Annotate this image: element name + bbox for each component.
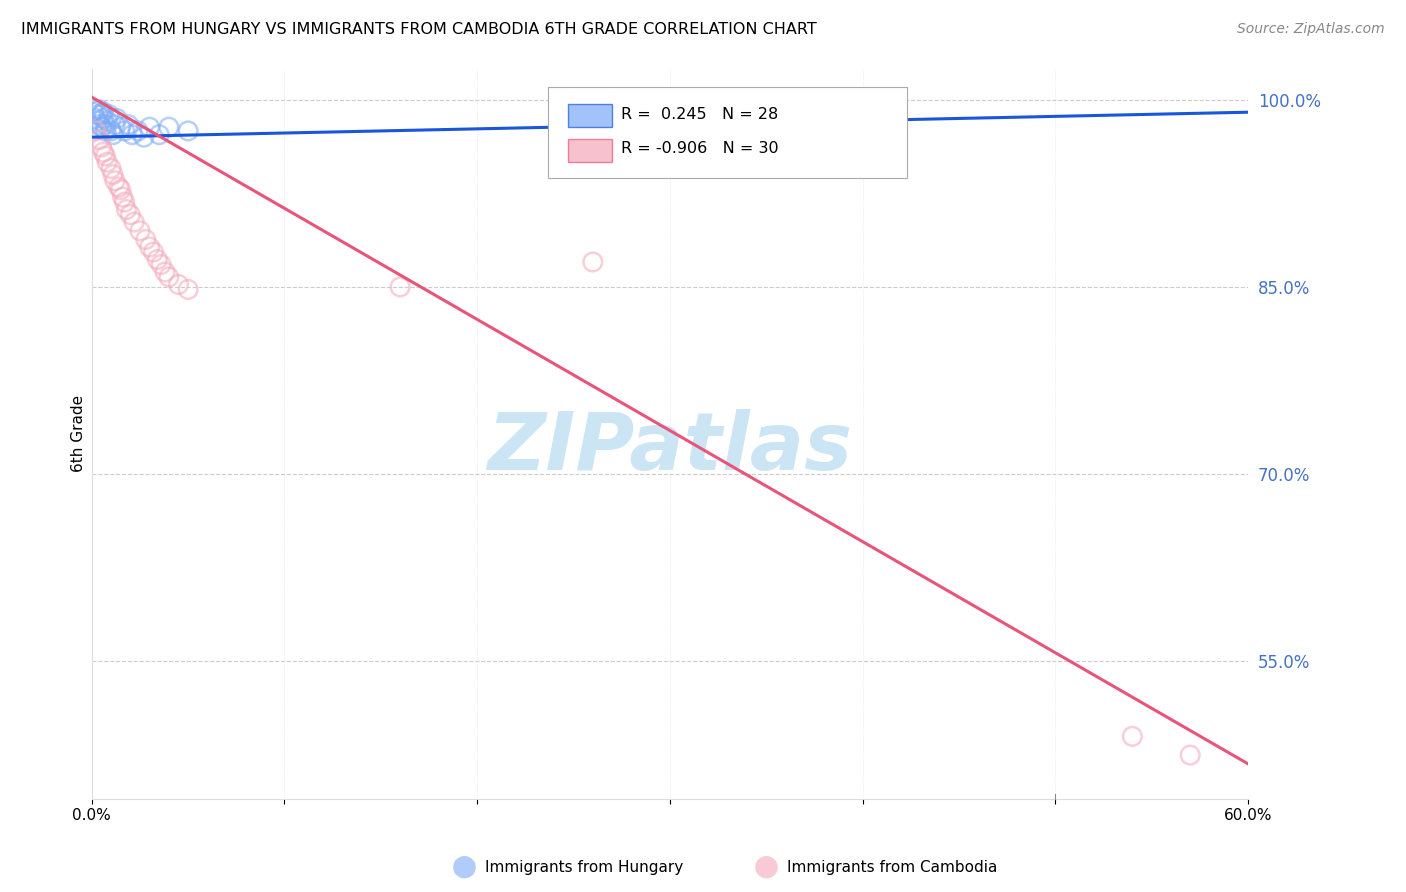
Point <box>86 108 108 122</box>
Point <box>107 180 129 194</box>
Point <box>127 124 149 138</box>
Point <box>111 190 134 204</box>
Point <box>177 283 200 297</box>
Bar <box>568 138 612 162</box>
Point <box>148 128 170 142</box>
Point <box>132 130 155 145</box>
Point <box>1121 729 1143 743</box>
Point <box>96 155 118 169</box>
Point <box>90 140 112 154</box>
Point <box>167 277 190 292</box>
Point <box>138 240 160 254</box>
Text: R =  0.245   N = 28: R = 0.245 N = 28 <box>621 107 779 122</box>
Bar <box>568 103 612 127</box>
Text: Source: ZipAtlas.com: Source: ZipAtlas.com <box>1237 22 1385 37</box>
Text: Immigrants from Hungary: Immigrants from Hungary <box>485 860 683 874</box>
Point <box>122 215 145 229</box>
Point <box>138 120 160 135</box>
Point <box>93 145 115 160</box>
Point <box>121 128 143 142</box>
Text: R = -0.906   N = 30: R = -0.906 N = 30 <box>621 141 779 156</box>
Text: ⬤: ⬤ <box>754 855 779 879</box>
Point <box>90 120 112 135</box>
Point <box>389 280 412 294</box>
Point <box>1178 747 1201 762</box>
Point <box>157 270 180 285</box>
Text: IMMIGRANTS FROM HUNGARY VS IMMIGRANTS FROM CAMBODIA 6TH GRADE CORRELATION CHART: IMMIGRANTS FROM HUNGARY VS IMMIGRANTS FR… <box>21 22 817 37</box>
Point <box>142 245 165 260</box>
Y-axis label: 6th Grade: 6th Grade <box>72 395 86 472</box>
Point <box>96 114 118 128</box>
Text: ZIPatlas: ZIPatlas <box>488 409 852 487</box>
Point <box>84 124 107 138</box>
Point <box>120 208 142 222</box>
FancyBboxPatch shape <box>548 87 907 178</box>
Point <box>114 195 136 210</box>
Point <box>93 105 115 120</box>
Point <box>86 114 108 128</box>
Point <box>117 118 139 132</box>
Point <box>582 255 605 269</box>
Point <box>104 118 127 132</box>
Text: Immigrants from Cambodia: Immigrants from Cambodia <box>787 860 998 874</box>
Point <box>83 105 105 120</box>
Point <box>177 124 200 138</box>
Point <box>135 233 157 247</box>
Point <box>89 133 111 147</box>
Point <box>101 168 124 182</box>
Point <box>104 174 127 188</box>
Point <box>146 252 169 267</box>
Point <box>150 258 173 272</box>
Point <box>101 128 124 142</box>
Point <box>98 108 121 122</box>
Point <box>89 103 111 117</box>
Point <box>89 118 111 132</box>
Point <box>153 265 176 279</box>
Point <box>114 124 136 138</box>
Point <box>110 183 132 197</box>
Point <box>129 224 152 238</box>
Point <box>94 124 117 138</box>
Point <box>110 120 132 135</box>
Point <box>105 112 128 126</box>
Point <box>94 118 117 132</box>
Point <box>157 120 180 135</box>
Point <box>93 112 115 126</box>
Point <box>115 202 138 217</box>
Point <box>94 149 117 163</box>
Point <box>90 108 112 122</box>
Point <box>100 124 122 138</box>
Point <box>100 161 122 176</box>
Point <box>84 112 107 126</box>
Text: ⬤: ⬤ <box>451 855 477 879</box>
